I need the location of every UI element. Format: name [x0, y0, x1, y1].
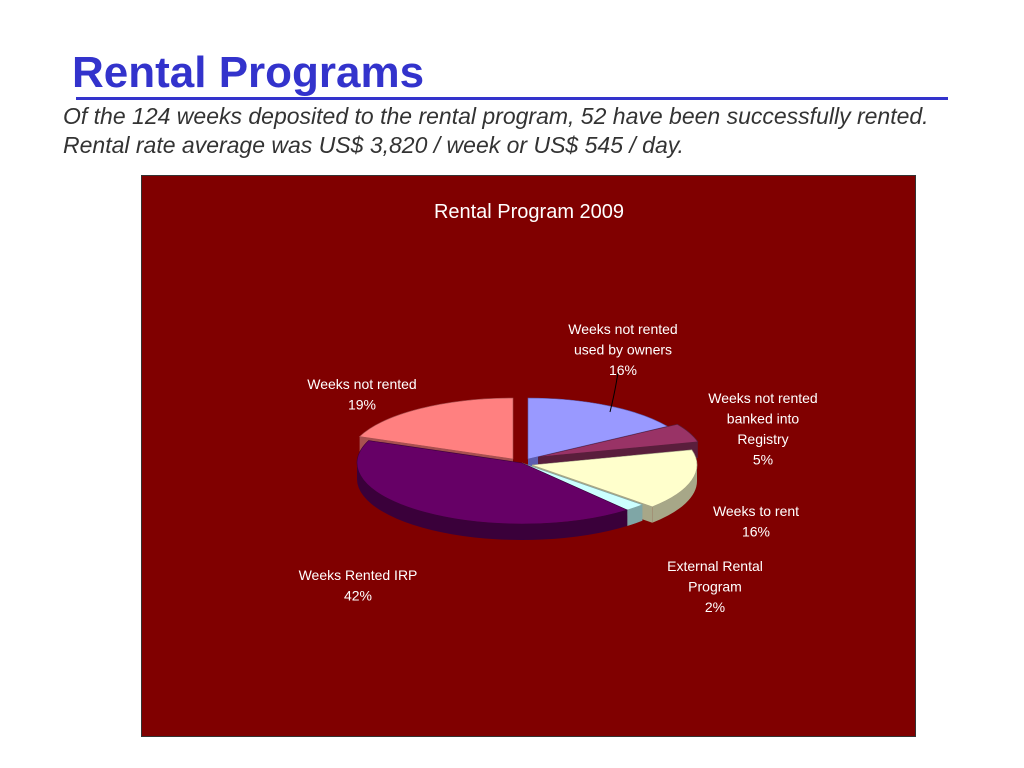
- slice-label-4: External Rental Program 2%: [667, 558, 763, 615]
- pie-slice-side-5-wall-1: [357, 463, 628, 540]
- slice-label-4-line-2: Program: [688, 579, 742, 595]
- pie-slice-side-4-wall-1: [627, 504, 643, 527]
- slice-label-1: Weeks not rented used by owners 16%: [568, 321, 677, 378]
- slice-label-3: Weeks to rent 16%: [713, 503, 799, 540]
- slice-label-4-line-3: 2%: [705, 599, 725, 615]
- pie-labels-layer: Weeks not rented used by owners 16%Weeks n…: [299, 321, 818, 615]
- slice-label-4-line-1: External Rental: [667, 558, 763, 574]
- pie-slice-1: [527, 397, 669, 460]
- slice-label-1-line-1: Weeks not rented: [568, 321, 677, 337]
- pie-slice-2: [537, 423, 699, 458]
- slice-label-1-line-2: used by owners: [574, 342, 672, 358]
- slice-label-6: Weeks not rented 19%: [307, 376, 416, 413]
- slice-label-2: Weeks not rented banked into Registry 5%: [708, 390, 817, 468]
- slice-label-1-line-3: 16%: [609, 362, 637, 378]
- leader-line-slice-1: [609, 371, 619, 413]
- pie-slice-side-3-wall-1: [652, 465, 697, 523]
- slice-label-2-line-3: Registry: [737, 431, 788, 447]
- pie-chart: Rental Program 2009 Weeks not rented used…: [142, 176, 915, 736]
- slice-label-2-line-1: Weeks not rented: [708, 390, 817, 406]
- slice-label-3-line-2: 16%: [742, 524, 770, 540]
- page-title: Rental Programs: [72, 48, 425, 97]
- title-underline: [76, 97, 948, 100]
- pie-slice-5: [356, 440, 629, 525]
- slice-label-2-line-4: 5%: [753, 452, 773, 468]
- pie-slice-6: [358, 397, 514, 460]
- chart-panel: Rental Program 2009 Weeks not rented used…: [141, 175, 916, 737]
- slice-label-5-line-2: 42%: [344, 588, 372, 604]
- pie-slice-3: [531, 449, 698, 508]
- pie-top-layer: [356, 397, 699, 525]
- slice-label-6-line-1: Weeks not rented: [307, 376, 416, 392]
- slice-label-5: Weeks Rented IRP 42%: [299, 567, 418, 604]
- slice-label-5-line-1: Weeks Rented IRP: [299, 567, 418, 583]
- slice-label-3-line-1: Weeks to rent: [713, 503, 799, 519]
- page-subtitle: Of the 124 weeks deposited to the rental…: [63, 103, 929, 158]
- slice-label-2-line-2: banked into: [727, 411, 800, 427]
- slice-label-6-line-2: 19%: [348, 397, 376, 413]
- chart-title: Rental Program 2009: [434, 201, 624, 223]
